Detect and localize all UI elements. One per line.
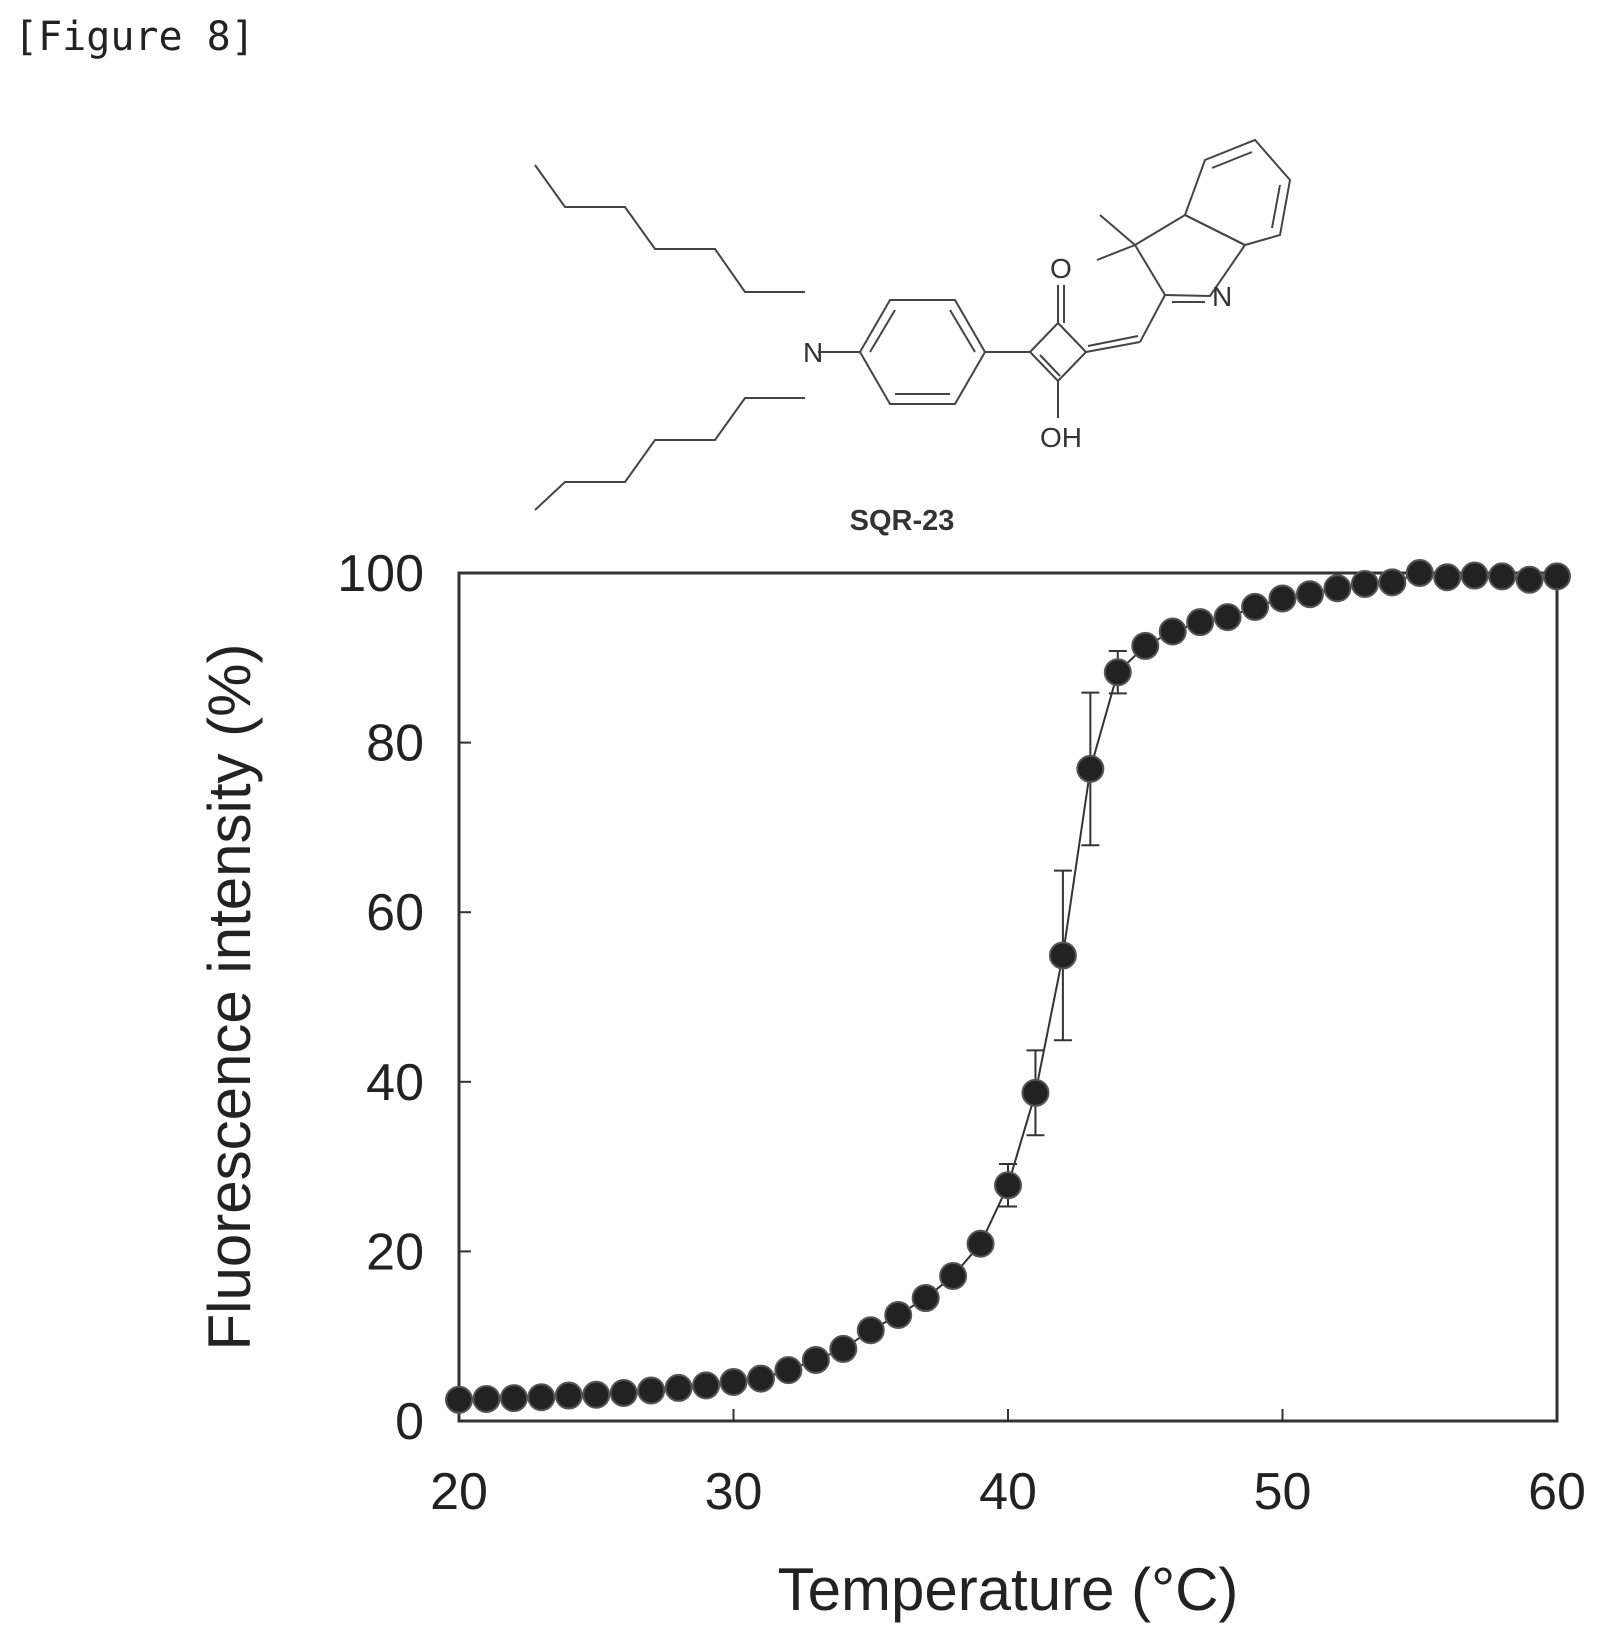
- data-point-33: [1350, 570, 1379, 599]
- data-point-19: [966, 1229, 995, 1258]
- data-point-22: [1048, 941, 1077, 970]
- carbonyl-oxygen: O: [1050, 253, 1072, 284]
- lower-alkyl-chain: [534, 397, 805, 511]
- data-point-21: [1021, 1078, 1050, 1107]
- data-point-20: [994, 1171, 1022, 1200]
- data-point-40: [1543, 562, 1571, 591]
- data-point-23: [1076, 754, 1105, 783]
- data-point-13: [801, 1345, 830, 1374]
- data-point-28: [1213, 603, 1242, 632]
- x-tick-label-0: 20: [430, 1463, 488, 1521]
- data-point-38: [1488, 562, 1517, 591]
- x-tick-label-3: 50: [1254, 1463, 1312, 1521]
- data-point-10: [719, 1367, 748, 1396]
- y-tick-label-5: 100: [337, 545, 424, 603]
- x-tick-label-4: 60: [1528, 1463, 1586, 1521]
- data-point-0: [445, 1385, 473, 1414]
- data-point-18: [939, 1261, 968, 1290]
- data-point-11: [746, 1364, 775, 1393]
- y-tick-label-2: 40: [366, 1054, 424, 1112]
- data-point-32: [1323, 574, 1352, 603]
- x-axis-title: Temperature (°C): [778, 1556, 1239, 1623]
- series-line: [458, 571, 1558, 1401]
- data-point-2: [499, 1384, 528, 1413]
- data-point-29: [1241, 592, 1270, 621]
- data-point-15: [856, 1316, 885, 1345]
- data-point-16: [884, 1301, 913, 1329]
- x-tick-label-2: 40: [979, 1463, 1037, 1521]
- indole-nitrogen: N: [1212, 281, 1232, 312]
- amine-nitrogen: N: [803, 337, 823, 368]
- data-point-6: [609, 1379, 638, 1408]
- data-point-9: [692, 1371, 721, 1400]
- data-point-8: [664, 1373, 693, 1402]
- data-point-35: [1405, 559, 1434, 587]
- hydroxy-group: OH: [1040, 422, 1082, 453]
- data-point-7: [637, 1376, 666, 1405]
- data-point-17: [911, 1284, 940, 1313]
- data-point-39: [1515, 565, 1544, 594]
- data-point-37: [1460, 561, 1489, 590]
- fused-benzene-ring: [1183, 138, 1292, 247]
- data-point-25: [1131, 631, 1160, 660]
- data-point-30: [1268, 584, 1297, 613]
- compound-name: SQR-23: [849, 505, 955, 537]
- data-point-24: [1103, 658, 1132, 687]
- y-tick-label-0: 0: [395, 1393, 424, 1451]
- y-tick-label-4: 80: [366, 715, 424, 773]
- data-point-3: [527, 1383, 556, 1412]
- data-point-31: [1295, 580, 1324, 609]
- data-point-1: [472, 1384, 501, 1413]
- y-tick-label-3: 60: [366, 884, 424, 942]
- data-point-27: [1186, 608, 1215, 637]
- data-point-14: [829, 1334, 858, 1363]
- upper-alkyl-chain: [534, 164, 805, 293]
- plot-frame: [457, 571, 1559, 1423]
- data-point-4: [554, 1381, 583, 1410]
- x-tick-label-1: 30: [705, 1463, 763, 1521]
- data-point-36: [1433, 563, 1462, 592]
- data-point-5: [582, 1380, 611, 1409]
- data-point-34: [1378, 568, 1407, 597]
- y-axis-title: Fluorescence intensity (%): [196, 644, 263, 1351]
- figure-label: [Figure 8]: [14, 14, 255, 60]
- y-tick-label-1: 20: [366, 1223, 424, 1281]
- data-point-12: [774, 1356, 803, 1385]
- data-point-26: [1158, 617, 1187, 646]
